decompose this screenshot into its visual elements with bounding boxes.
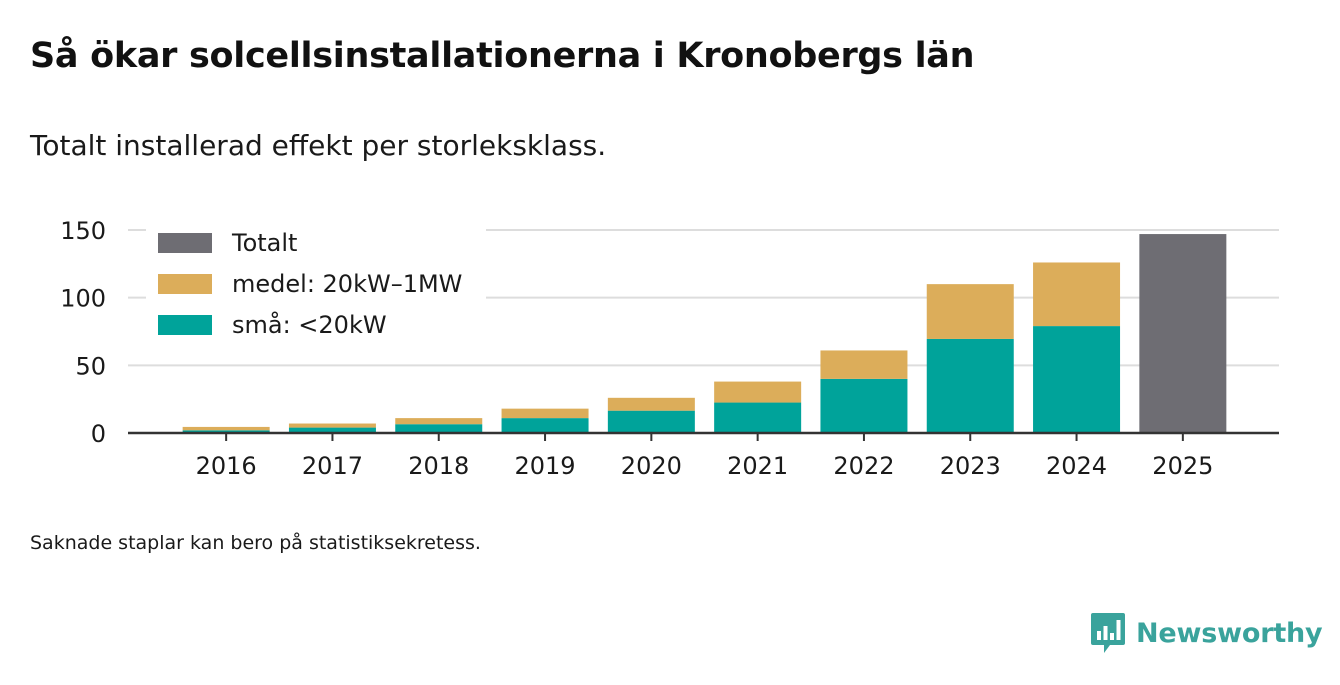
bar-medel-2017 xyxy=(288,423,376,428)
chart-title: Så ökar solcellsinstallationerna i Krono… xyxy=(30,36,975,76)
brand[interactable]: Newsworthy xyxy=(1090,610,1323,656)
bar-totalt-2025 xyxy=(1139,234,1227,433)
chart-subtitle: Totalt installerad effekt per storlekskl… xyxy=(30,129,607,162)
bar-sma-2017 xyxy=(288,427,376,433)
x-tick-label: 2023 xyxy=(940,452,1001,480)
x-tick-label: 2019 xyxy=(515,452,576,480)
x-tick-label: 2017 xyxy=(302,452,363,480)
bar-medel-2023 xyxy=(926,284,1014,339)
newsworthy-logo-icon xyxy=(1091,613,1125,653)
x-tick-label: 2024 xyxy=(1046,452,1107,480)
bar-medel-2020 xyxy=(607,397,695,411)
x-tick-label: 2020 xyxy=(621,452,682,480)
bar-sma-2021 xyxy=(714,402,802,433)
legend-swatch-medel xyxy=(158,274,212,294)
bar-sma-2023 xyxy=(926,338,1014,433)
brand-name: Newsworthy xyxy=(1136,617,1323,649)
legend-swatch-sma xyxy=(158,315,212,335)
bar-medel-2021 xyxy=(714,381,802,403)
bar-medel-2024 xyxy=(1033,262,1121,327)
legend-label-medel: medel: 20kW–1MW xyxy=(232,270,462,298)
x-tick-label: 2018 xyxy=(408,452,469,480)
x-tick-label: 2025 xyxy=(1152,452,1213,480)
footnote: Saknade staplar kan bero på statistiksek… xyxy=(30,532,481,554)
legend-label-sma: små: <20kW xyxy=(232,310,387,339)
y-tick-label: 150 xyxy=(60,217,106,245)
y-tick-label: 50 xyxy=(75,352,106,380)
bar-sma-2019 xyxy=(501,418,589,433)
bar-sma-2016 xyxy=(182,430,270,433)
bar-sma-2018 xyxy=(395,424,483,433)
x-tick-label: 2021 xyxy=(727,452,788,480)
legend-label-totalt: Totalt xyxy=(231,229,297,257)
bar-medel-2016 xyxy=(182,426,270,431)
bar-medel-2022 xyxy=(820,350,908,379)
bar-sma-2020 xyxy=(607,410,695,433)
y-tick-label: 0 xyxy=(91,420,106,448)
y-tick-label: 100 xyxy=(60,285,106,313)
x-tick-label: 2022 xyxy=(833,452,894,480)
bar-medel-2018 xyxy=(395,418,483,425)
x-tick-label: 2016 xyxy=(196,452,257,480)
bar-sma-2024 xyxy=(1033,326,1121,433)
bar-chart: 0 50 100 150 2016 2017 2018 2019 2020 2021 2022 202… xyxy=(60,217,1279,480)
bar-medel-2019 xyxy=(501,408,589,419)
bar-sma-2022 xyxy=(820,378,908,433)
legend-swatch-totalt xyxy=(158,233,212,253)
